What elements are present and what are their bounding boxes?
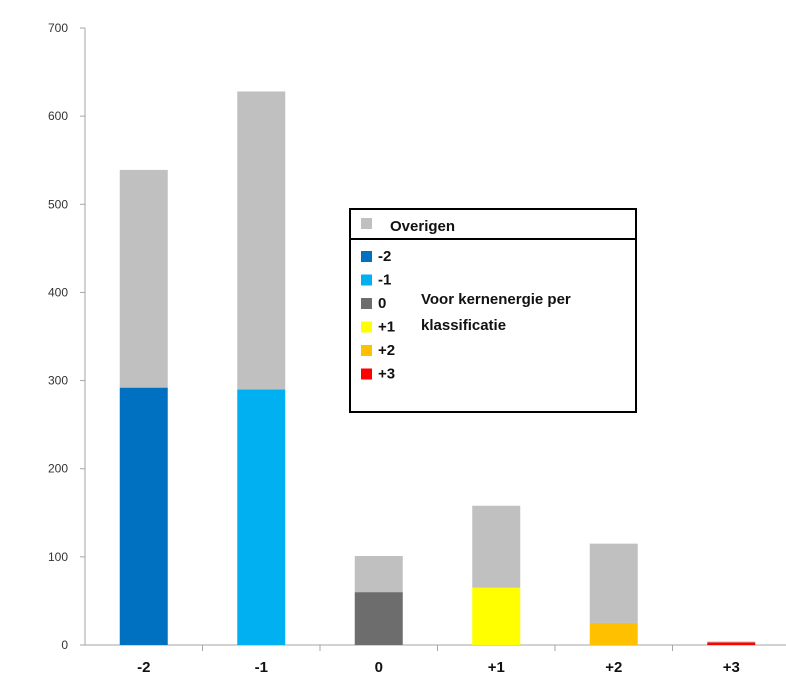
x-tick-label: +3 <box>723 659 740 676</box>
bar-segment-classification <box>472 587 521 645</box>
legend-box <box>349 238 637 413</box>
axes <box>80 28 786 646</box>
y-tick-label: 300 <box>48 374 68 388</box>
x-tick-label: 0 <box>375 659 383 676</box>
bar-segment-classification <box>707 642 756 645</box>
legend-items: -2 -1 0 +1 +2 +3 <box>361 248 395 383</box>
legend-swatch <box>361 298 372 309</box>
legend-note-line2: klassificatie <box>421 317 506 334</box>
legend-swatch-overigen <box>361 218 372 229</box>
bar-segment-overigen <box>472 505 521 588</box>
bar-segment-overigen <box>354 555 403 593</box>
y-tick-label: 600 <box>48 109 68 123</box>
legend-swatch <box>361 274 372 286</box>
bar-segment-overigen <box>237 91 286 390</box>
y-axis-ticks: 0 100 200 300 400 500 600 700 <box>48 21 85 652</box>
bar-segment-overigen <box>589 543 638 623</box>
y-tick-label: 400 <box>48 285 68 299</box>
x-tick-label: -2 <box>137 659 150 676</box>
x-axis-ticks: -2 -1 0 +1 +2 +3 <box>137 645 740 676</box>
legend-item-label: -2 <box>378 248 391 265</box>
y-tick-label: 100 <box>48 550 68 564</box>
legend-swatch <box>361 345 372 356</box>
bar-segment-overigen <box>119 169 168 388</box>
legend-swatch <box>361 368 372 380</box>
bar-segment-classification <box>237 389 286 645</box>
y-tick-label: 700 <box>48 21 68 35</box>
legend-note-line1: Voor kernenergie per <box>421 291 571 308</box>
bars <box>119 91 756 645</box>
x-tick-label: +1 <box>488 659 505 676</box>
legend-label-overigen: Overigen <box>390 218 455 235</box>
y-tick-label: 200 <box>48 462 68 476</box>
legend-item-label: +3 <box>378 366 395 383</box>
bar-segment-classification <box>589 622 638 645</box>
legend-swatch <box>361 251 372 262</box>
x-tick-label: +2 <box>605 659 622 676</box>
legend-header-box <box>349 208 637 240</box>
x-tick-label: -1 <box>255 659 268 676</box>
legend-item-label: +1 <box>378 319 395 336</box>
bar-segment-overigen <box>707 641 756 643</box>
bar-segment-classification <box>119 387 168 645</box>
legend-item-label: -1 <box>378 272 391 289</box>
y-tick-label: 500 <box>48 197 68 211</box>
y-tick-label: 0 <box>61 638 68 652</box>
legend: Overigen -2 -1 0 +1 +2 +3 Voor kernenergie pe… <box>349 208 637 413</box>
bar-segment-classification <box>354 592 403 645</box>
legend-item-label: +2 <box>378 342 395 359</box>
legend-swatch <box>361 321 372 333</box>
legend-item-label: 0 <box>378 295 386 312</box>
